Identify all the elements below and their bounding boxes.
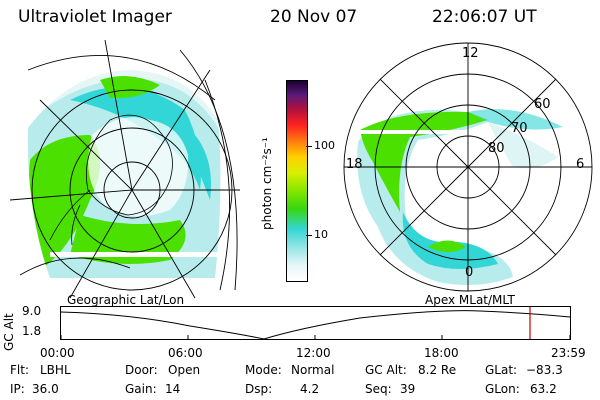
mode-value: Normal — [291, 363, 335, 377]
mlt-label-18: 18 — [346, 157, 363, 172]
polar-image-panel — [343, 42, 593, 292]
glat-label: GLat: — [485, 363, 518, 377]
colorbar-tick-10: 10 — [314, 228, 328, 241]
timeline-ytick-max: 9.0 — [22, 304, 42, 318]
geographic-aurora-image — [27, 70, 221, 278]
mlt-label-0: 0 — [465, 265, 474, 280]
timeline-xtick-0600: 06:00 — [168, 346, 203, 360]
door-value: Open — [168, 363, 201, 377]
timeline-xtick-2359: 23:59 — [551, 346, 586, 360]
polar-panel-label: Apex MLat/MLT — [425, 293, 515, 307]
dsp-value: 4.2 — [300, 382, 320, 396]
filter-value: LBHL — [40, 363, 71, 377]
gc-alt-label: GC Alt: — [365, 363, 407, 377]
mlat-label-60: 60 — [534, 97, 551, 112]
timeline-xtick-1800: 18:00 — [424, 346, 459, 360]
timeline-xtick-0000: 00:00 — [40, 346, 75, 360]
glon-label: GLon: — [485, 382, 520, 396]
colorbar-tick-100: 100 — [314, 139, 335, 152]
ip-label: IP: — [10, 382, 25, 396]
intensity-colorbar — [286, 80, 308, 282]
timeline-xtick-1200: 12:00 — [296, 346, 331, 360]
seq-value: 39 — [400, 382, 416, 396]
image-date: 20 Nov 07 — [270, 7, 358, 27]
mlat-label-70: 70 — [511, 121, 528, 136]
door-label: Door: — [125, 363, 158, 377]
timeline-ytick-min: 1.8 — [22, 324, 42, 338]
ip-value: 36.0 — [32, 382, 59, 396]
gc-alt-value: 8.2 Re — [418, 363, 457, 377]
imager-title: Ultraviolet Imager — [18, 7, 172, 27]
mlt-label-12: 12 — [462, 46, 479, 61]
mlat-label-80: 80 — [488, 141, 505, 156]
mlt-label-6: 6 — [576, 157, 585, 172]
colorbar-unit-label: photon cm⁻²s⁻¹ — [260, 137, 274, 230]
glat-value: −83.3 — [526, 363, 563, 377]
gain-value: 14 — [165, 382, 181, 396]
gain-label: Gain: — [125, 382, 157, 396]
dsp-label: Dsp: — [245, 382, 273, 396]
altitude-timeline-plot — [60, 306, 571, 340]
filter-label: Flt: — [10, 363, 29, 377]
mode-label: Mode: — [245, 363, 282, 377]
geographic-panel-label: Geographic Lat/Lon — [67, 293, 185, 307]
timeline-ylabel: GC Alt — [2, 313, 16, 351]
polar-aurora-image — [357, 109, 563, 286]
seq-label: Seq: — [365, 382, 392, 396]
geographic-image-panel — [10, 40, 240, 299]
image-time: 22:06:07 UT — [432, 7, 537, 27]
glon-value: 63.2 — [530, 382, 557, 396]
